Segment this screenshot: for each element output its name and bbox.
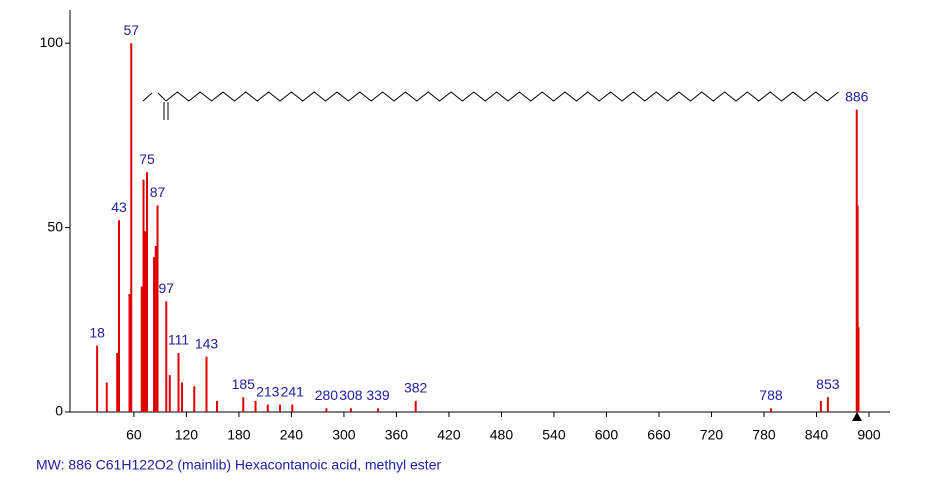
peak-label: 280: [315, 387, 339, 403]
peak-label: 43: [111, 199, 127, 215]
peak-label: 788: [759, 387, 783, 403]
x-tick-label: 240: [280, 427, 304, 443]
x-tick-label: 840: [805, 427, 829, 443]
bond: [142, 92, 153, 102]
x-tick-label: 420: [437, 427, 461, 443]
x-tick-label: 780: [752, 427, 776, 443]
y-tick-label: 0: [55, 403, 63, 419]
peak-label: 241: [281, 383, 305, 399]
y-tick-label: 50: [47, 218, 63, 234]
precursor-marker: [852, 412, 862, 421]
peak-label: 213: [256, 383, 280, 399]
peak-label: 886: [845, 88, 869, 104]
peak-label: 57: [123, 22, 139, 38]
peak-label: 185: [232, 376, 256, 392]
peak-label: 339: [366, 387, 390, 403]
x-tick-label: 720: [700, 427, 724, 443]
peak-label: 382: [404, 380, 428, 396]
x-tick-label: 660: [647, 427, 671, 443]
x-tick-label: 480: [490, 427, 514, 443]
caption: MW: 886 C61H122O2 (mainlib) Hexacontanoi…: [36, 457, 441, 473]
bond: [157, 92, 167, 102]
peak-label: 75: [139, 151, 155, 167]
x-tick-label: 360: [385, 427, 409, 443]
peak-label: 308: [339, 387, 363, 403]
x-tick-label: 120: [175, 427, 199, 443]
peak-label: 853: [816, 376, 840, 392]
chain: [165, 91, 839, 102]
peak-label: 18: [89, 324, 105, 340]
x-tick-label: 180: [227, 427, 251, 443]
x-tick-label: 600: [595, 427, 619, 443]
peak-label: 87: [150, 184, 166, 200]
peak-label: 143: [195, 335, 219, 351]
peak-label: 97: [158, 280, 174, 296]
x-tick-label: 300: [332, 427, 356, 443]
x-tick-label: 900: [857, 427, 881, 443]
peak-label: 111: [168, 332, 189, 348]
x-tick-label: 60: [126, 427, 142, 443]
y-tick-label: 100: [40, 34, 64, 50]
x-tick-label: 540: [542, 427, 566, 443]
